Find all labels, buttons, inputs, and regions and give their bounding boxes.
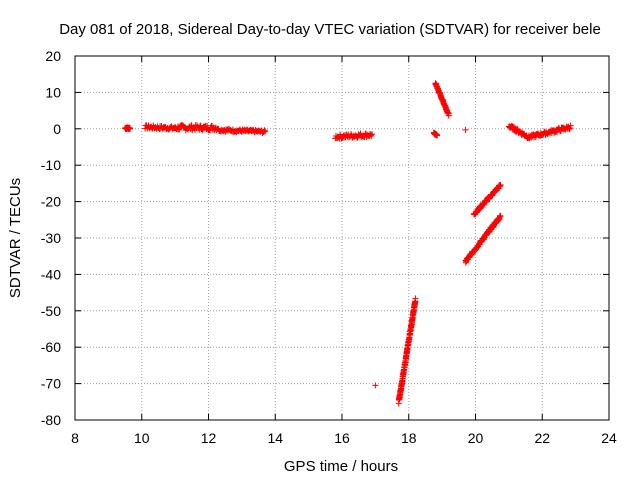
chart-title: Day 081 of 2018, Sidereal Day-to-day VTE…	[59, 21, 601, 38]
data-point	[497, 213, 504, 220]
data-point	[176, 125, 183, 132]
data-point	[367, 131, 374, 138]
data-point	[412, 295, 419, 302]
y-tick-label: 20	[45, 48, 61, 64]
y-tick-label: 10	[45, 84, 61, 100]
data-point	[262, 128, 269, 135]
data-points	[122, 80, 574, 407]
y-tick-label: -80	[41, 412, 61, 428]
data-point	[127, 125, 134, 132]
data-point	[445, 112, 452, 119]
y-tick-label: -50	[41, 303, 61, 319]
data-point	[497, 181, 504, 188]
x-tick-label: 12	[201, 430, 217, 446]
data-point	[567, 122, 574, 129]
y-tick-label: -10	[41, 157, 61, 173]
grid-lines	[75, 56, 609, 420]
data-point	[260, 128, 267, 135]
plot-frame	[74, 55, 610, 421]
x-tick-label: 22	[534, 430, 550, 446]
y-tick-label: 0	[53, 121, 61, 137]
y-tick-label: -60	[41, 339, 61, 355]
axis-ticks: 8 10 12 14 16 18 20 22 24 20 10 0 -10 -20 -30 -40 -50 -60…	[41, 48, 617, 446]
x-axis-label: GPS time / hours	[284, 458, 398, 475]
y-axis-label: SDTVAR / TECUs	[7, 178, 24, 298]
x-tick-label: 24	[601, 430, 617, 446]
x-tick-label: 18	[401, 430, 417, 446]
y-tick-label: -20	[41, 194, 61, 210]
data-point	[434, 132, 441, 139]
y-tick-label: -30	[41, 230, 61, 246]
data-point	[566, 126, 573, 133]
data-point	[462, 126, 469, 133]
y-tick-label: -40	[41, 266, 61, 282]
data-point	[369, 131, 376, 138]
data-point	[199, 127, 206, 134]
x-tick-label: 16	[334, 430, 350, 446]
x-tick-label: 20	[468, 430, 484, 446]
x-tick-label: 10	[134, 430, 150, 446]
x-tick-label: 8	[71, 430, 79, 446]
y-tick-label: -70	[41, 376, 61, 392]
data-point	[261, 127, 268, 134]
data-point	[372, 382, 379, 389]
x-tick-label: 14	[267, 430, 283, 446]
data-point	[175, 126, 182, 133]
